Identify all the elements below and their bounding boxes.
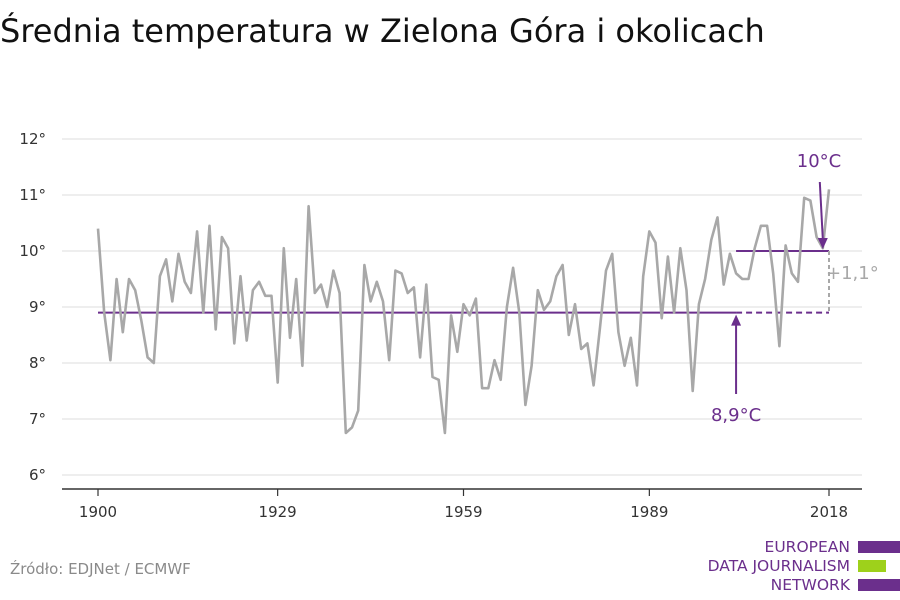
x-tick-label: 1959: [444, 503, 482, 521]
edjnet-logo: EUROPEAN DATA JOURNALISM NETWORK: [700, 538, 900, 598]
y-tick-label: 12°: [19, 130, 46, 148]
x-tick-label: 1989: [630, 503, 668, 521]
y-tick-label: 9°: [29, 298, 46, 316]
baseline-label: 8,9°C: [711, 405, 761, 426]
x-axis: 1900 1929 1959 1989 2018: [62, 488, 862, 521]
recent-arrow-shaft: [818, 181, 824, 240]
y-axis-labels: 6° 7° 8° 9° 10° 11° 12°: [19, 130, 46, 484]
source-credit: Źródło: EDJNet / ECMWF: [10, 560, 191, 578]
x-tick-label: 1900: [79, 503, 117, 521]
y-tick-label: 6°: [29, 466, 46, 484]
series-layer: [96, 189, 831, 435]
recent-label: 10°C: [797, 151, 841, 172]
logo-line-3: NETWORK: [770, 576, 850, 594]
logo-line-2: DATA JOURNALISM: [707, 557, 850, 575]
y-tick-label: 8°: [29, 354, 46, 372]
chart-title: Średnia temperatura w Zielona Góra i oko…: [0, 12, 765, 50]
logo-bar-green: [858, 560, 886, 572]
annotations: 8,9°C 10°C +1,1°: [711, 151, 879, 426]
x-tick-label: 2018: [810, 503, 848, 521]
logo-bar-purple-top: [858, 541, 900, 553]
grid-lines: [62, 138, 862, 476]
y-tick-label: 10°: [19, 242, 46, 260]
logo-bar-purple-bottom: [858, 579, 900, 591]
logo-text: EUROPEAN DATA JOURNALISM NETWORK: [708, 538, 850, 595]
difference-label: +1,1°: [826, 263, 879, 284]
temperature-line: [96, 189, 831, 435]
recent-arrow-head: [817, 238, 828, 249]
baseline-arrow-head: [731, 314, 742, 326]
x-tick-label: 1929: [259, 503, 297, 521]
y-tick-label: 11°: [19, 186, 46, 204]
y-tick-label: 7°: [29, 410, 46, 428]
logo-line-1: EUROPEAN: [764, 538, 850, 556]
